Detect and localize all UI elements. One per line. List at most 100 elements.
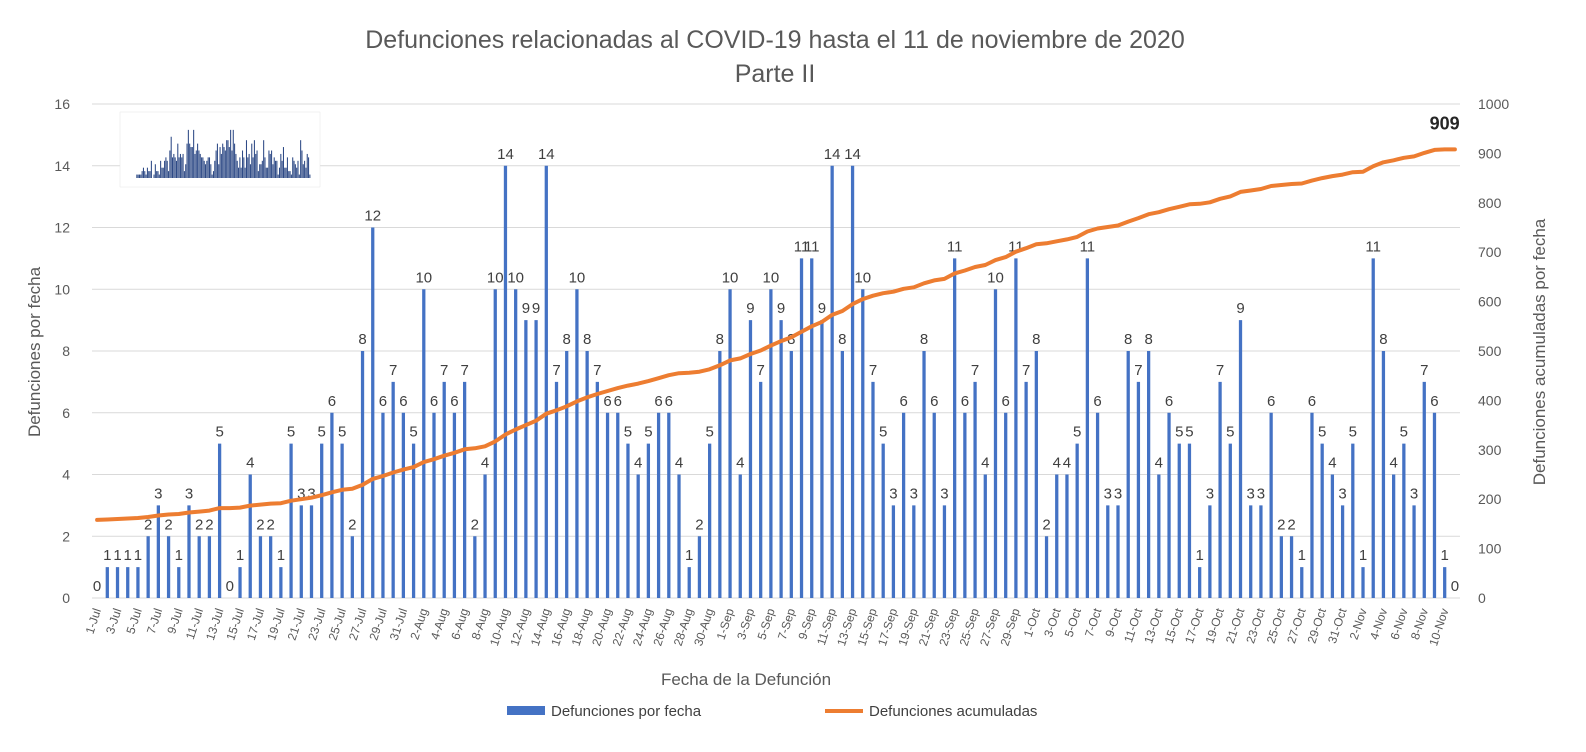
bar-data-label: 11	[1365, 238, 1381, 255]
bar-data-label: 3	[1206, 485, 1214, 502]
bar	[1228, 443, 1232, 598]
bar-data-label: 7	[552, 362, 560, 379]
bar-data-label: 1	[1298, 547, 1306, 564]
thumbnail-bar	[161, 167, 163, 178]
bar-data-label: 7	[460, 362, 468, 379]
thumbnail-bar	[220, 153, 222, 178]
bar	[932, 412, 936, 598]
bar	[922, 351, 926, 598]
thumbnail-bar	[158, 174, 160, 178]
right-tick-label: 700	[1478, 244, 1502, 260]
thumbnail-bar	[164, 160, 166, 178]
bar-data-label: 6	[430, 393, 438, 410]
bar	[585, 351, 589, 598]
bar	[1034, 351, 1038, 598]
thumbnail-bar	[304, 160, 306, 178]
thumbnail-bar	[194, 153, 196, 178]
bar	[595, 381, 599, 598]
left-tick-label: 12	[54, 220, 70, 236]
thumbnail-bar	[275, 160, 277, 178]
bar-data-label: 5	[624, 424, 632, 441]
bar	[1044, 536, 1049, 598]
bar-data-label: 9	[522, 300, 530, 317]
bar	[810, 258, 814, 598]
thumbnail-bar	[236, 160, 238, 178]
bar	[238, 567, 242, 598]
x-tick-label: 1-Oct	[1021, 606, 1044, 639]
bar-data-label: 0	[226, 578, 234, 595]
bar-data-label: 7	[1134, 362, 1142, 379]
thumbnail-bar	[197, 143, 199, 178]
thumbnail-bar	[284, 167, 286, 178]
bar	[432, 412, 436, 598]
bar	[258, 536, 263, 598]
thumbnail-bar	[156, 171, 158, 178]
bar	[217, 443, 222, 598]
cumulative-line	[95, 147, 1457, 522]
thumbnail-bar	[252, 157, 254, 178]
thumbnail-bar	[174, 157, 176, 178]
bar-data-label: 5	[287, 424, 295, 441]
chart-thumbnail	[119, 111, 321, 188]
bar	[1300, 567, 1304, 598]
bar	[452, 412, 457, 598]
thumbnail-bar	[144, 171, 146, 178]
bar	[105, 567, 109, 598]
thumbnail-bar	[292, 157, 294, 178]
bar-data-label: 1	[1359, 547, 1367, 564]
x-tick-label: 3-Oct	[1041, 606, 1064, 639]
bar	[350, 536, 354, 598]
bar	[881, 443, 885, 598]
bar	[442, 381, 446, 598]
bar	[1126, 351, 1130, 598]
thumbnail-bar	[178, 157, 180, 178]
thumbnail-bar	[190, 147, 192, 178]
bar-data-label: 4	[981, 455, 989, 472]
thumbnail-bar	[251, 143, 253, 178]
bar-data-label: 11	[1080, 238, 1096, 255]
thumbnail-bar	[272, 164, 274, 178]
thumbnail-bar	[241, 150, 244, 178]
bar-data-label: 9	[777, 300, 785, 317]
bar-data-label: 9	[746, 300, 754, 317]
bar-data-label: 4	[1328, 455, 1336, 472]
thumbnail-bar	[298, 174, 300, 178]
bar	[207, 536, 212, 598]
thumbnail-bar	[239, 157, 241, 178]
bar	[1238, 320, 1243, 598]
bar-data-label: 2	[195, 516, 203, 533]
bar-data-label: 5	[409, 424, 417, 441]
right-tick-label: 0	[1478, 590, 1486, 606]
bar	[1198, 567, 1202, 598]
bar-data-label: 5	[1318, 424, 1326, 441]
bar-data-label: 3	[1104, 485, 1112, 502]
bar	[799, 258, 804, 598]
bar-data-label: 3	[307, 485, 315, 502]
bar-data-label: 5	[1226, 424, 1234, 441]
thumbnail-bar	[137, 174, 139, 178]
bar	[330, 412, 334, 598]
left-tick-label: 0	[62, 590, 70, 606]
bar-data-label: 4	[1389, 455, 1397, 472]
gridlines	[92, 103, 1460, 599]
bar-data-label: 5	[644, 424, 652, 441]
thumbnail-bar	[294, 164, 296, 178]
bar	[473, 536, 477, 598]
bar-data-label: 7	[1216, 362, 1224, 379]
bar-data-label: 3	[1338, 485, 1346, 502]
bar	[891, 505, 896, 598]
bar	[320, 443, 324, 598]
right-tick-label: 200	[1478, 491, 1502, 507]
bar-data-label: 9	[1236, 300, 1244, 317]
thumbnail-bar	[235, 153, 237, 178]
bar	[146, 536, 150, 598]
bar-data-label: 11	[804, 238, 820, 255]
left-tick-label: 2	[62, 528, 70, 544]
bar-data-label: 4	[1063, 455, 1071, 472]
right-tick-label: 900	[1478, 145, 1502, 161]
bar-data-label: 0	[93, 578, 101, 595]
bar	[1146, 351, 1151, 598]
thumbnail-bar	[169, 150, 171, 178]
thumbnail-bar	[162, 167, 164, 178]
thumbnail-bar	[308, 157, 310, 178]
